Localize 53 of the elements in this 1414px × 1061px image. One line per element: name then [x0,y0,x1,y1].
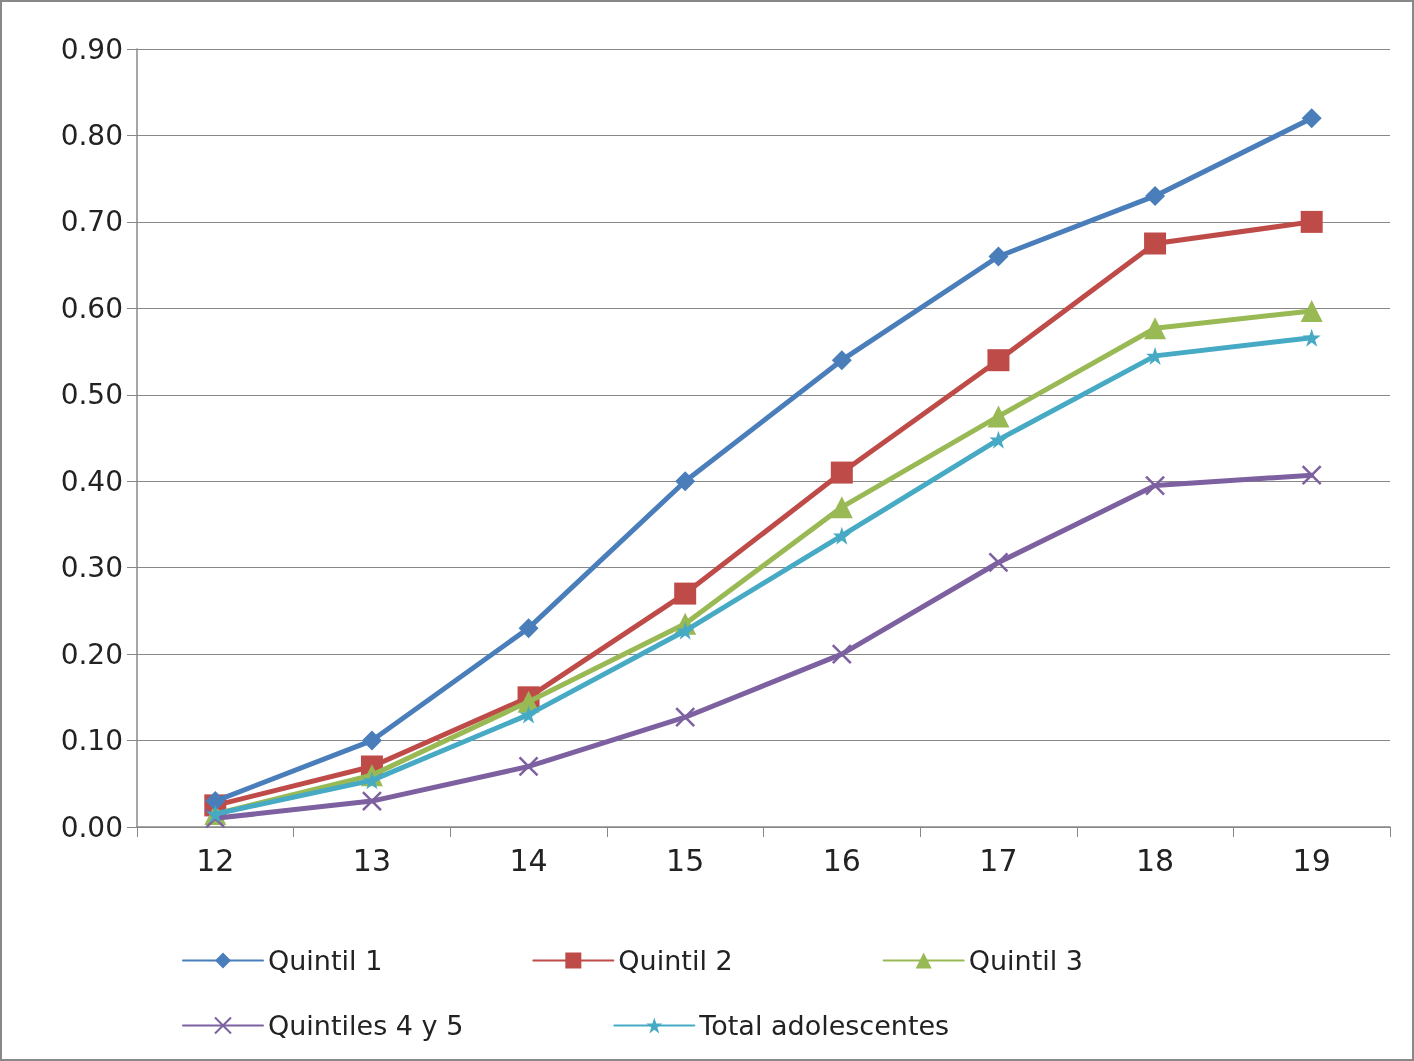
x-tick-label: 12 [196,842,235,878]
y-tick-label: 0.50 [60,378,123,412]
point [674,582,697,605]
x-tick-label: 15 [666,842,705,878]
y-tick-label: 0.70 [60,205,123,239]
point [988,246,1009,267]
y-tick-label: 0.90 [60,32,123,66]
point [361,730,382,751]
y-tick-label: 0.20 [60,637,123,671]
legend-label: Quintil 3 [968,945,1083,976]
x-tick-label: 14 [509,842,548,878]
y-tick-label: 0.60 [60,291,123,325]
y-tick-label: 0.00 [60,810,123,844]
point [1144,232,1167,255]
point [1301,464,1322,486]
legend-label: Quintiles 4 y 5 [268,1010,464,1041]
point [832,526,851,545]
x-tick-label: 18 [1135,842,1175,878]
point [988,552,1009,573]
x-tick-label: 16 [822,842,861,878]
y-tick-label: 0.30 [60,551,123,585]
x-tick-label: 13 [352,842,392,878]
point [830,461,853,484]
point [987,349,1010,372]
y-tick-label: 0.80 [60,118,123,152]
point [831,643,853,665]
point [205,791,226,812]
point [830,496,853,519]
point [1300,210,1323,233]
legend-label: Total adolescentes [698,1010,950,1041]
y-tick-label: 0.10 [60,724,123,758]
point [1301,108,1322,129]
x-tick-label: 19 [1292,842,1331,878]
point [1144,475,1166,496]
point [675,471,696,492]
point [518,756,539,777]
point [674,706,696,728]
point [1300,299,1323,322]
point [676,621,695,640]
point [519,705,538,724]
point [987,405,1010,428]
point [518,618,539,639]
point [1145,185,1166,206]
point [831,350,852,371]
point [989,430,1008,449]
legend-label: Quintil 2 [618,945,733,976]
point [1302,328,1321,347]
point [361,790,383,812]
point [1144,317,1167,340]
x-tick-label: 17 [979,842,1018,878]
y-tick-label: 0.40 [60,464,123,498]
legend-label: Quintil 1 [268,945,383,976]
point [362,771,381,790]
